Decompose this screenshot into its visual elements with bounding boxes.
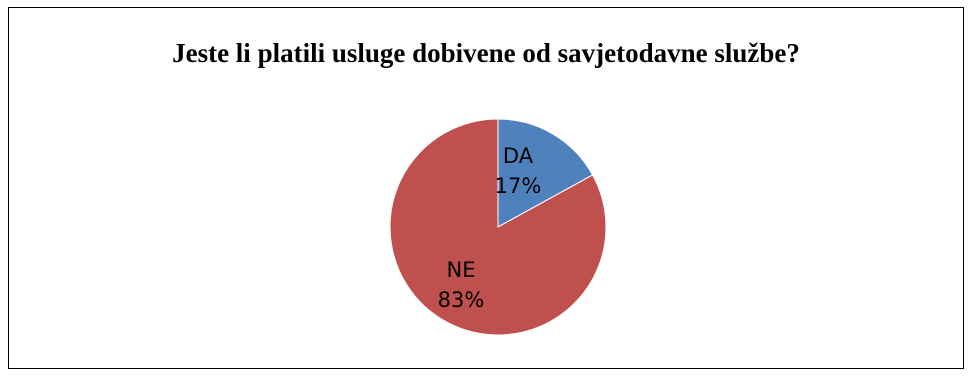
pie-slice-ne bbox=[389, 118, 607, 336]
pie-chart: DA 17% NE 83% bbox=[389, 118, 607, 336]
slice-label-da-percent: 17% bbox=[495, 174, 542, 198]
chart-title: Jeste li platili usluge dobivene od savj… bbox=[172, 38, 800, 68]
slice-label-ne-name: NE bbox=[447, 258, 476, 282]
chart-frame: Jeste li platili usluge dobivene od savj… bbox=[8, 7, 964, 369]
slice-label-ne-percent: 83% bbox=[438, 288, 485, 312]
pie-slice-da bbox=[497, 118, 594, 228]
slice-label-da-name: DA bbox=[503, 144, 534, 168]
